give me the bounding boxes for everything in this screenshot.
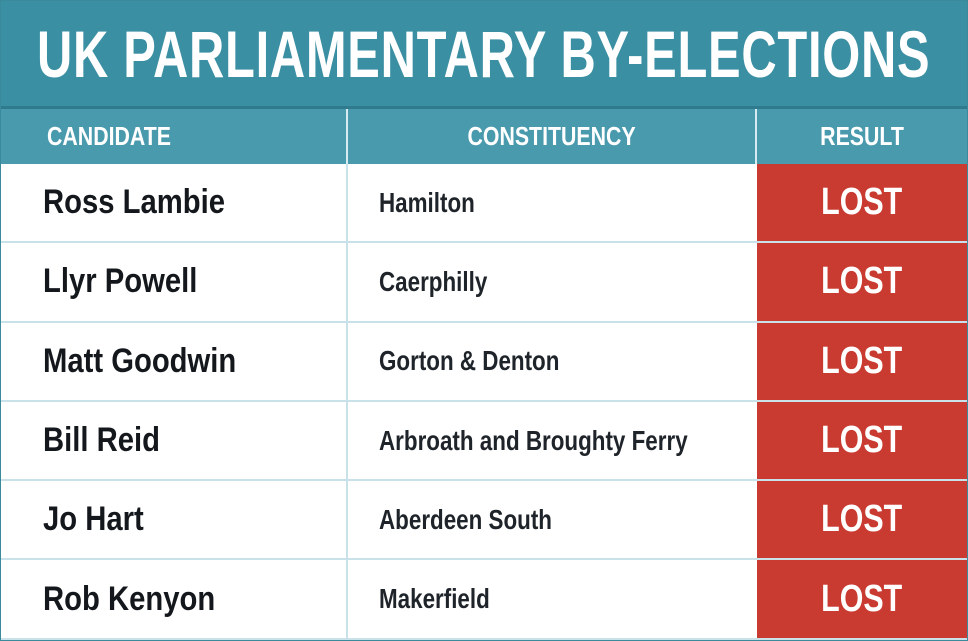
candidate-cell: Jo Hart xyxy=(1,481,348,559)
table-row: Matt Goodwin Gorton & Denton LOST xyxy=(1,322,967,402)
result: LOST xyxy=(821,419,903,462)
candidate-cell: Ross Lambie xyxy=(1,164,348,242)
constituency-cell: Arbroath and Broughty Ferry xyxy=(348,402,757,479)
result-cell: LOST xyxy=(757,401,967,480)
table-row: Bill Reid Arbroath and Broughty Ferry LOST xyxy=(1,401,967,482)
constituency: Caerphilly xyxy=(379,265,488,297)
constituency: Makerfield xyxy=(379,583,490,615)
candidate-cell: Llyr Powell xyxy=(1,243,348,321)
header-cell: RESULT xyxy=(757,109,967,164)
header-text: CONSTITUENCY xyxy=(467,121,636,151)
header-text: CANDIDATE xyxy=(47,121,171,151)
result: LOST xyxy=(821,577,903,620)
result-cell: LOST xyxy=(757,481,967,559)
result-cell: LOST xyxy=(757,560,967,638)
header-row: CANDIDATE CONSTITUENCY RESULT xyxy=(1,109,967,164)
candidate: Rob Kenyon xyxy=(43,579,216,618)
candidate: Ross Lambie xyxy=(43,183,225,222)
table: CANDIDATE CONSTITUENCY RESULT Ross Lambie Ha… xyxy=(1,109,967,640)
constituency: Hamilton xyxy=(379,186,475,218)
constituency-cell: Makerfield xyxy=(348,560,757,637)
candidate-cell: Rob Kenyon xyxy=(1,560,348,638)
constituency-cell: Caerphilly xyxy=(348,243,757,320)
candidate: Jo Hart xyxy=(43,500,144,539)
table-row: Llyr Powell Caerphilly LOST xyxy=(1,243,967,323)
header-cell: CONSTITUENCY xyxy=(348,109,757,164)
constituency-cell: Aberdeen South xyxy=(348,481,757,558)
constituency: Arbroath and Broughty Ferry xyxy=(379,424,688,456)
result: LOST xyxy=(821,498,903,541)
candidate: Matt Goodwin xyxy=(43,341,237,380)
header-cell: CANDIDATE xyxy=(1,109,348,164)
result: LOST xyxy=(821,260,903,303)
result-cell: LOST xyxy=(757,164,967,242)
result-cell: LOST xyxy=(757,243,967,321)
title: UK PARLIAMENTARY BY-ELECTIONS xyxy=(37,16,931,91)
result: LOST xyxy=(821,181,903,224)
candidate: Llyr Powell xyxy=(43,262,198,301)
candidate-cell: Bill Reid xyxy=(1,401,348,480)
candidate-cell: Matt Goodwin xyxy=(1,322,348,400)
constituency-cell: Gorton & Denton xyxy=(348,323,757,400)
table-row: Jo Hart Aberdeen South LOST xyxy=(1,481,967,561)
header-text: RESULT xyxy=(820,121,904,151)
result: LOST xyxy=(821,339,903,382)
candidate: Bill Reid xyxy=(43,421,160,460)
constituency: Aberdeen South xyxy=(379,503,552,535)
result-cell: LOST xyxy=(757,322,967,400)
table-row: Rob Kenyon Makerfield LOST xyxy=(1,560,967,640)
title-bar: UK PARLIAMENTARY BY-ELECTIONS xyxy=(1,1,967,109)
table-row: Ross Lambie Hamilton LOST xyxy=(1,164,967,244)
constituency: Gorton & Denton xyxy=(379,345,560,377)
constituency-cell: Hamilton xyxy=(348,164,757,241)
